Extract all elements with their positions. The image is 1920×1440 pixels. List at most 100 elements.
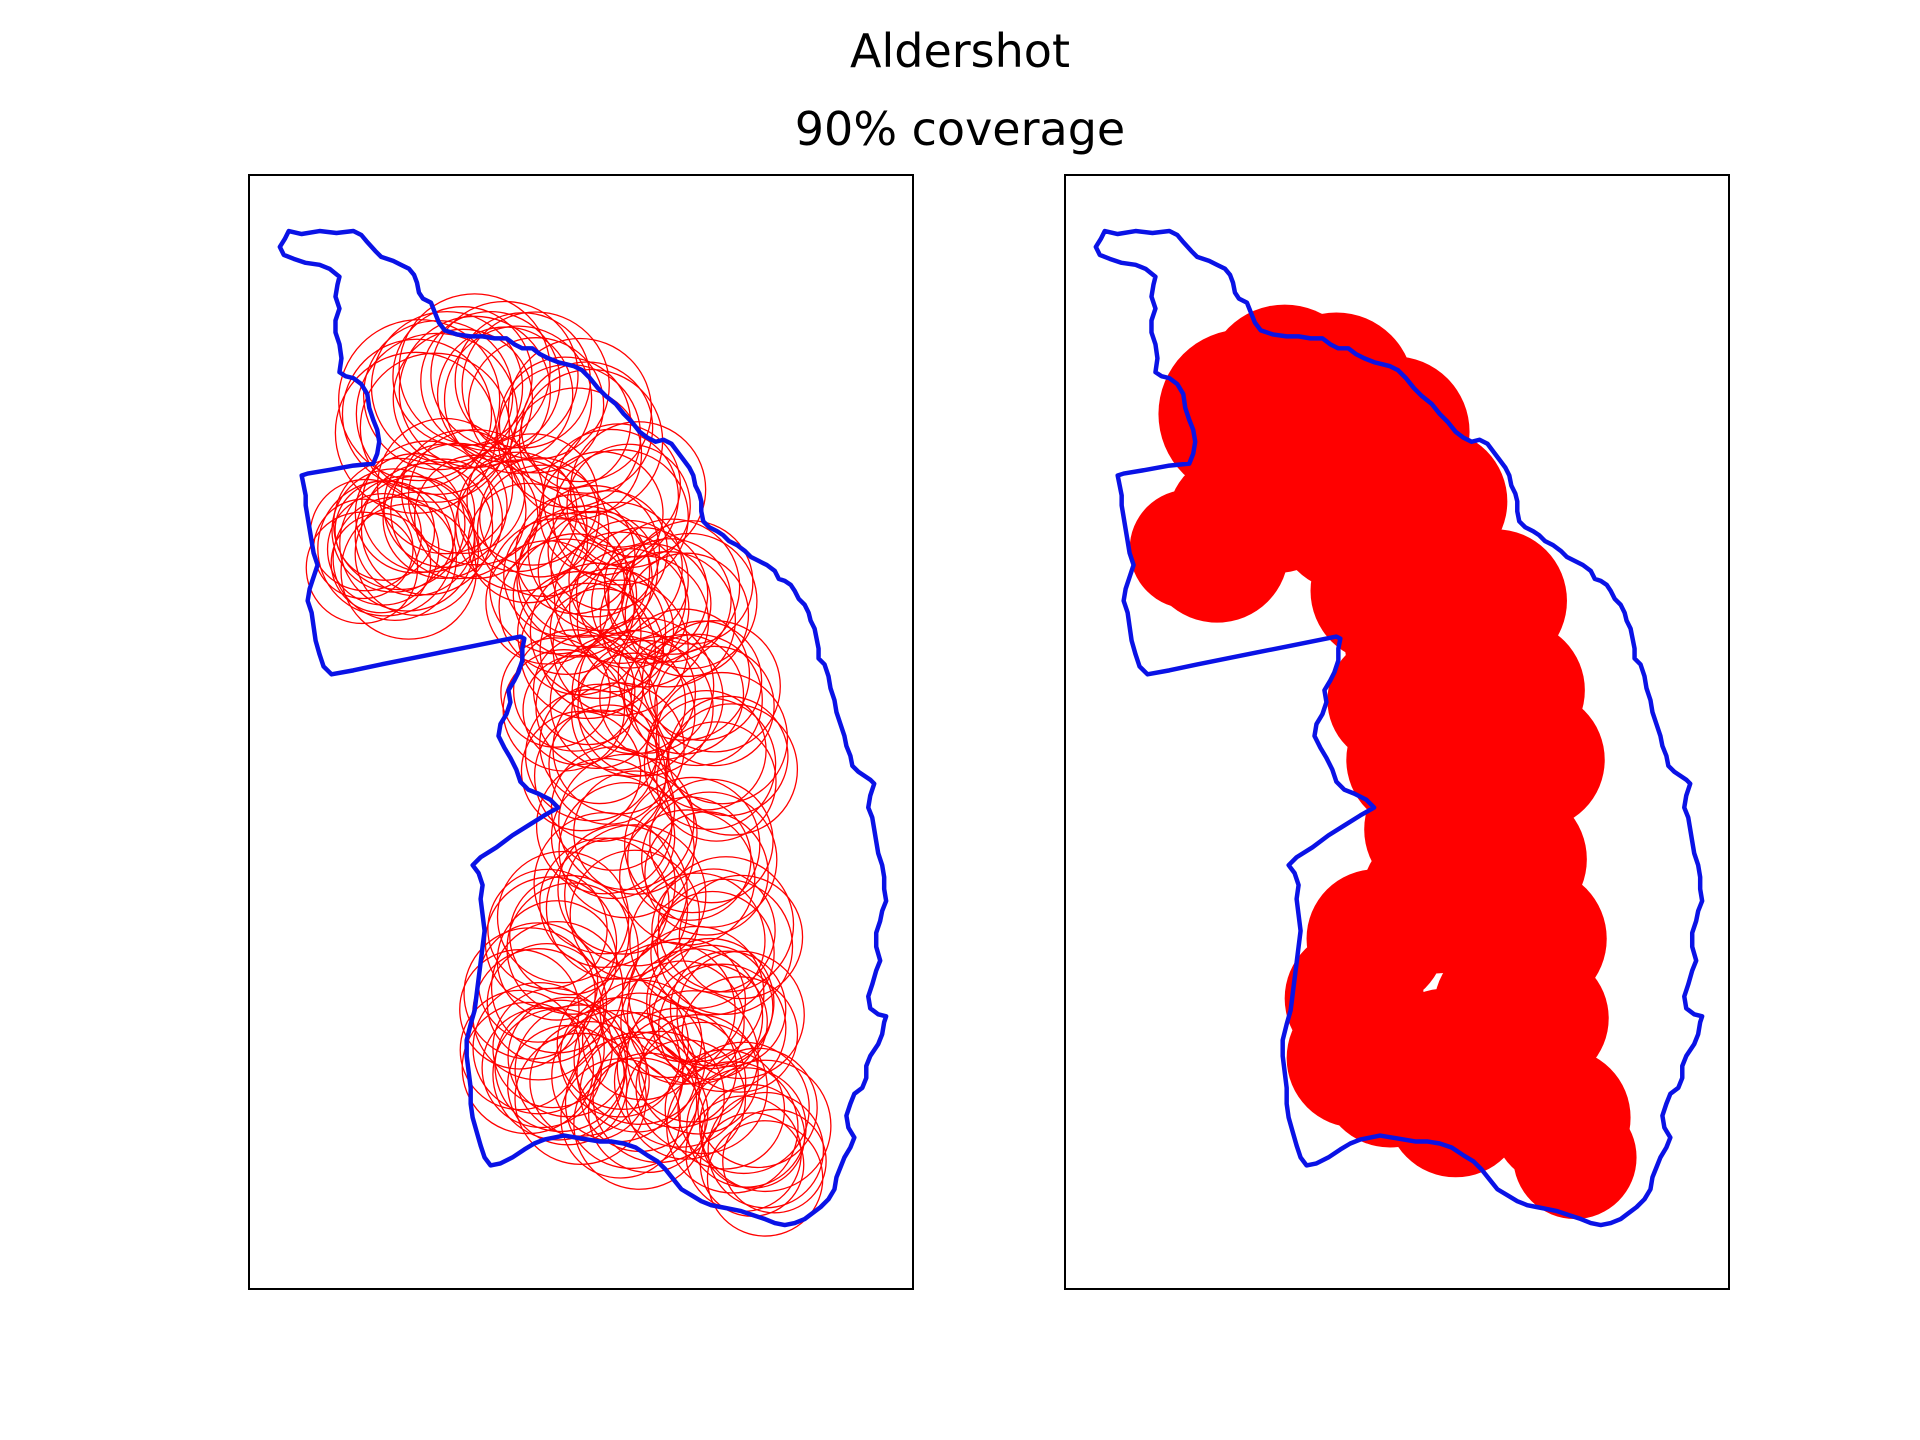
coverage-circle-outline xyxy=(573,1057,706,1190)
coverage-circle-outline xyxy=(509,874,630,996)
coverage-circle-outline xyxy=(599,551,737,688)
coverage-circle-outline xyxy=(657,963,787,1093)
coverage-circle-outline xyxy=(549,567,675,693)
coverage-circle-outline xyxy=(624,552,750,678)
coverage-circle-outline xyxy=(654,645,775,767)
coverage-circle-outline xyxy=(524,688,658,822)
coverage-circle-filled xyxy=(1327,635,1457,765)
coverage-circle-outline xyxy=(676,950,805,1080)
coverage-circle-outline xyxy=(330,512,432,614)
coverage-circle-outline xyxy=(459,949,580,1070)
coverage-subtitle: 90% coverage xyxy=(794,102,1126,156)
coverage-circle-outline xyxy=(643,697,777,831)
coverage-circle-outline xyxy=(490,921,624,1054)
coverage-circle-outline xyxy=(392,328,534,470)
coverage-circle-outline xyxy=(678,874,804,1000)
coverage-circle-outline xyxy=(492,1008,625,1141)
coverage-circle-outline xyxy=(407,428,545,566)
coverage-circle-outline xyxy=(587,1052,709,1174)
coverage-circle-outline xyxy=(550,746,676,871)
coverage-circle-filled xyxy=(1513,1095,1637,1220)
coverage-circle-outline xyxy=(532,634,644,746)
coverage-circle-outline xyxy=(700,1084,806,1189)
coverage-circle-outline xyxy=(665,703,799,836)
coverage-circle-outline xyxy=(575,526,709,660)
coverage-circle-outline xyxy=(382,458,504,579)
coverage-circle-outline xyxy=(332,496,457,622)
coverage-circle-outline xyxy=(557,824,688,955)
coverage-circle-outline xyxy=(512,629,636,752)
coverage-circle-outline xyxy=(400,429,526,555)
coverage-circle-outlines xyxy=(305,293,832,1237)
coverage-circle-outline xyxy=(354,475,476,597)
coverage-circle-outline xyxy=(550,501,683,635)
coverage-filled-area xyxy=(1129,304,1637,1220)
coverage-circle-outline xyxy=(413,454,539,580)
coverage-circle-outline xyxy=(656,721,777,842)
coverage-circle-outline xyxy=(326,492,440,606)
coverage-circle-outline xyxy=(383,443,508,568)
coverage-circle-outline xyxy=(509,387,643,520)
coverage-circle-outline xyxy=(699,1059,832,1193)
coverage-circle-outline xyxy=(623,776,761,914)
coverage-circle-outline xyxy=(568,548,690,669)
coverage-circle-outline xyxy=(664,1049,786,1170)
coverage-circle-outline xyxy=(547,490,669,611)
coverage-circle-outline xyxy=(581,979,703,1101)
coverage-circle-outline xyxy=(545,837,689,980)
coverage-circle-outline xyxy=(472,981,605,1115)
aldershot-boundary xyxy=(277,228,889,1228)
coverage-circle-outline xyxy=(681,976,799,1093)
coverage-circle-outline xyxy=(648,620,781,753)
coverage-circle-outline xyxy=(514,1032,647,1166)
coverage-circle-outline xyxy=(484,876,618,1009)
coverage-circle-outline xyxy=(666,1061,799,1194)
coverage-circle-outline xyxy=(500,637,611,748)
coverage-circle-outline xyxy=(607,538,732,663)
coverage-circle-outline xyxy=(489,518,626,655)
coverage-circle-outline xyxy=(376,417,514,555)
coverage-circle-outline xyxy=(577,617,715,754)
coverage-circle-outline xyxy=(646,690,767,811)
coverage-circle-outline xyxy=(707,1091,825,1209)
coverage-circle-outline xyxy=(520,361,654,494)
coverage-circle-outline xyxy=(514,493,636,615)
coverage-circle-outline xyxy=(443,325,593,474)
coverage-circle-outline xyxy=(539,683,660,805)
coverage-circle-outline xyxy=(552,449,689,586)
aldershot-boundary xyxy=(1093,228,1705,1228)
coverage-circle-outline xyxy=(677,1041,810,1175)
coverage-circle-outline xyxy=(566,443,691,569)
coverage-circle-outline xyxy=(697,1047,818,1169)
coverage-circle-outline xyxy=(334,351,498,514)
coverage-circle-outline xyxy=(603,518,741,655)
coverage-circle-outline xyxy=(657,856,795,993)
coverage-circle-outline xyxy=(334,480,436,581)
coverage-circle-outline xyxy=(533,811,676,955)
coverage-circle-outline xyxy=(650,890,775,1016)
coverage-circle-outline xyxy=(496,850,630,984)
coverage-circle-outline xyxy=(466,433,599,566)
coverage-filled-map xyxy=(1093,228,1705,1228)
coverage-circle-outline xyxy=(461,311,610,460)
coverage-circle-outline xyxy=(626,948,764,1085)
coverage-circle-outline xyxy=(638,1014,759,1135)
coverage-circle-outline xyxy=(390,442,527,580)
coverage-circle-outline xyxy=(644,811,769,936)
coverage-circle-outline xyxy=(535,646,658,770)
coverage-circle-outline xyxy=(629,872,766,1009)
coverage-circle-outline xyxy=(467,337,605,474)
coverage-circle-outline xyxy=(507,337,653,483)
coverage-circle-outline xyxy=(481,1007,603,1129)
coverage-circle-outline xyxy=(479,457,600,578)
coverage-circle-outline xyxy=(556,977,690,1110)
circle-outlines-panel xyxy=(248,174,914,1290)
coverage-circle-outline xyxy=(699,1112,805,1217)
coverage-circle-outline xyxy=(529,562,667,700)
coverage-circle-outline xyxy=(338,318,501,482)
coverage-circle-outline xyxy=(430,300,579,450)
coverage-circle-outline xyxy=(599,941,736,1079)
coverage-circle-outline xyxy=(522,654,634,766)
coverage-circle-outline xyxy=(339,475,476,612)
coverage-circle-outline xyxy=(722,1108,827,1214)
